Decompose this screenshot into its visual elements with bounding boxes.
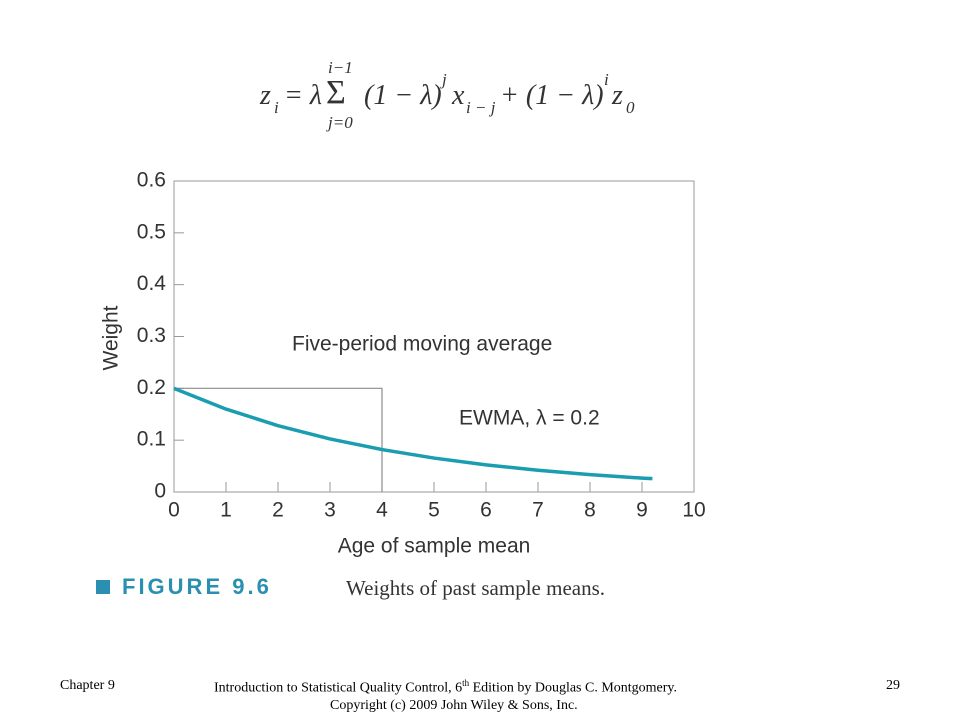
formula-part: Σ <box>326 74 346 111</box>
formula-sub: i <box>274 98 279 117</box>
figure-caption: Weights of past sample means. <box>346 576 605 600</box>
formula-sup: i <box>604 70 609 89</box>
x-tick-label: 5 <box>428 499 440 522</box>
footer-page: 29 <box>886 678 900 693</box>
y-tick-label: 0.1 <box>137 428 166 451</box>
formula-part: = λ <box>284 80 323 111</box>
y-axis-label: Weight <box>100 305 123 370</box>
footer-book: Introduction to Statistical Quality Cont… <box>214 678 677 697</box>
x-tick-label: 6 <box>480 499 492 522</box>
formula-sup: j <box>442 70 447 89</box>
formula-sub: j=0 <box>328 113 353 132</box>
series-label: EWMA, λ = 0.2 <box>459 407 600 430</box>
x-tick-label: 2 <box>272 499 284 522</box>
figure-label: FIGURE 9.6 <box>122 574 272 599</box>
formula-part: (1 − λ) <box>364 80 442 111</box>
figure-square <box>96 580 110 594</box>
series-line <box>174 387 383 492</box>
x-tick-label: 1 <box>220 499 232 522</box>
footer-copyright: Copyright (c) 2009 John Wiley & Sons, In… <box>330 698 578 713</box>
y-tick-label: 0.6 <box>137 169 166 192</box>
x-tick-label: 3 <box>324 499 336 522</box>
footer-chapter: Chapter 9 <box>60 678 115 693</box>
x-axis-label: Age of sample mean <box>338 535 531 558</box>
x-tick-label: 7 <box>532 499 544 522</box>
footer-book-text: Introduction to Statistical Quality Cont… <box>214 680 463 696</box>
x-tick-label: 10 <box>682 499 705 522</box>
formula-sub: 0 <box>626 98 635 117</box>
x-tick-label: 9 <box>636 499 648 522</box>
y-tick-label: 0.4 <box>137 272 167 295</box>
formula-sub: i − j <box>466 98 496 117</box>
footer-book-rest: Edition by Douglas C. Montgomery. <box>469 680 678 696</box>
series-line <box>173 386 653 481</box>
formula-sup: i−1 <box>328 58 353 77</box>
y-tick-label: 0.5 <box>137 220 166 243</box>
formula-part: z <box>612 80 623 111</box>
footer-book-sup: th <box>462 678 470 688</box>
formula-part: z <box>260 80 271 111</box>
formula-part: + (1 − λ) <box>500 80 604 111</box>
y-tick-label: 0.3 <box>137 324 166 347</box>
formula-part: x <box>452 80 465 111</box>
x-tick-label: 8 <box>584 499 596 522</box>
x-tick-label: 0 <box>168 499 180 522</box>
x-tick-label: 4 <box>376 499 388 522</box>
y-tick-label: 0 <box>154 480 166 503</box>
y-tick-label: 0.2 <box>137 376 166 399</box>
series-label: Five-period moving average <box>292 333 552 356</box>
